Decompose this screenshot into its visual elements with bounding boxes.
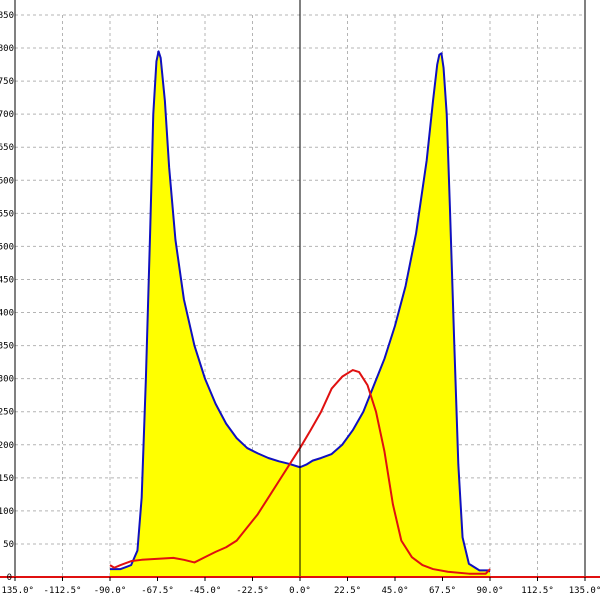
x-tick-label: 0.0° [289, 586, 311, 596]
x-tick-label: -67.5° [141, 586, 174, 596]
y-tick-label: 600 [0, 176, 14, 186]
series-0-line [110, 50, 491, 573]
x-tick-label: -135.0° [0, 586, 34, 596]
x-tick-label: -90.0° [94, 586, 127, 596]
y-tick-label: 500 [0, 242, 14, 252]
x-tick-label: 22.5° [334, 586, 361, 596]
y-tick-label: 750 [0, 77, 14, 87]
series-line-layer [109, 50, 491, 575]
x-tick-labels: -135.0° -112.5° -90.0° -67.5° -45.0° -22.5° 0.… [0, 577, 600, 596]
x-tick-label: 112.5° [521, 586, 554, 596]
x-tick-label: 90.0° [476, 586, 503, 596]
y-tick-label: 400 [0, 309, 14, 319]
x-tick-label: 45.0° [381, 586, 408, 596]
y-tick-label: 100 [0, 507, 14, 517]
y-tick-label: 250 [0, 408, 14, 418]
x-tick-label: 67.5° [429, 586, 456, 596]
y-tick-label: 350 [0, 342, 14, 352]
series-1-line [109, 369, 491, 575]
x-tick-label: -112.5° [44, 586, 82, 596]
series-area-layer [110, 51, 490, 578]
y-tick-label: 0 [7, 573, 12, 583]
y-tick-label: 800 [0, 44, 14, 54]
x-tick-label: -45.0° [189, 586, 222, 596]
y-tick-label: 150 [0, 474, 14, 484]
y-tick-label: 450 [0, 275, 14, 285]
y-tick-label: 200 [0, 441, 14, 451]
y-tick-label: 300 [0, 375, 14, 385]
x-tick-label: -22.5° [236, 586, 269, 596]
y-tick-label: 700 [0, 110, 14, 120]
series-0-area [110, 51, 490, 578]
y-tick-label: 650 [0, 143, 14, 153]
y-tick-labels: 0 50 100 150 200 250 300 350 400 450 500 550 600 650 7… [0, 11, 14, 583]
y-tick-label: 50 [3, 540, 14, 550]
x-tick-label: 135.0° [569, 586, 600, 596]
y-tick-label: 550 [0, 209, 14, 219]
y-tick-label: 850 [0, 11, 14, 21]
